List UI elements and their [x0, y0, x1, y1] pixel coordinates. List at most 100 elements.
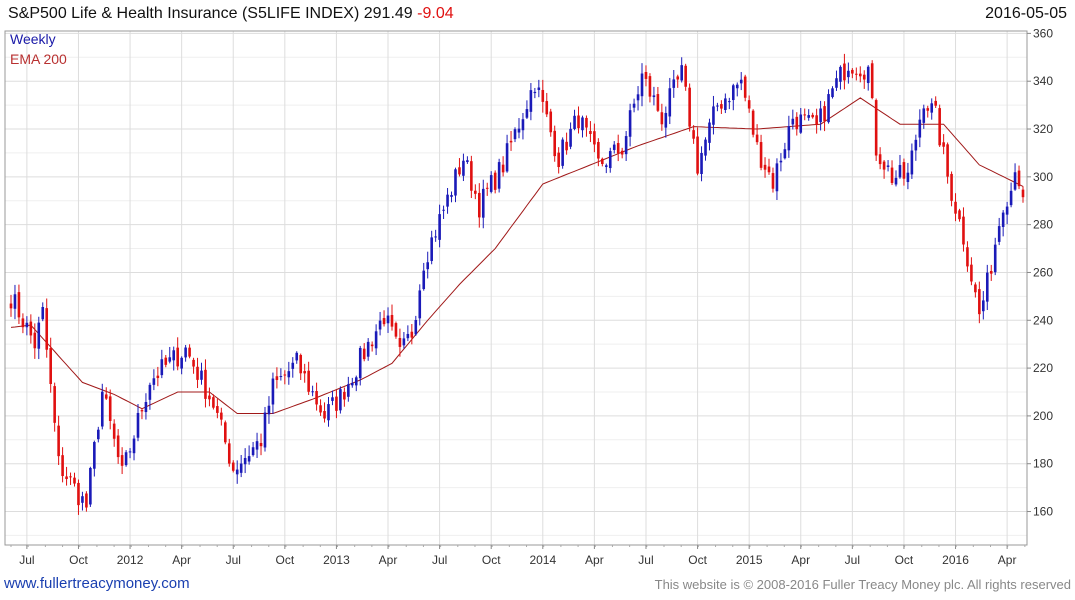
last-price: 291.49: [363, 5, 413, 22]
candle-body: [775, 163, 779, 192]
candle-body: [156, 375, 160, 379]
candle-body: [835, 78, 838, 88]
candle-body: [65, 476, 68, 480]
candle-body: [279, 376, 283, 378]
candle-body: [601, 158, 604, 165]
candle-body: [315, 391, 318, 405]
candle-body: [882, 161, 886, 170]
candle-body: [81, 496, 84, 503]
candle-body: [767, 166, 771, 173]
candle-body: [208, 395, 211, 400]
candle-body: [362, 348, 366, 360]
candle-body: [339, 389, 342, 411]
candle-body: [474, 190, 477, 194]
candle-body: [41, 307, 45, 320]
candle-body: [831, 88, 834, 98]
candle-body: [573, 115, 576, 129]
x-tick-label: Oct: [895, 553, 914, 567]
candle-body: [533, 91, 537, 94]
legend-weekly: Weekly: [10, 31, 56, 47]
candle-body: [184, 347, 187, 358]
candle-body: [680, 65, 683, 81]
candle-body: [247, 456, 251, 462]
candle-body: [112, 423, 116, 439]
candle-body: [608, 151, 612, 169]
candle-body: [481, 188, 485, 218]
candle-body: [299, 354, 303, 374]
y-tick-label: 200: [1033, 409, 1053, 423]
candle-body: [438, 214, 441, 240]
candle-body: [466, 160, 469, 163]
candle-body: [644, 71, 648, 79]
x-tick-label: Jul: [845, 553, 860, 567]
x-tick-label: Apr: [172, 553, 191, 567]
candle-body: [17, 292, 21, 318]
candle-body: [537, 87, 541, 90]
candle-body: [426, 262, 430, 270]
candle-body: [989, 270, 993, 274]
candle-body: [966, 247, 969, 267]
candle-body: [37, 322, 41, 349]
x-tick-label: 2013: [323, 553, 350, 567]
candle-body: [307, 370, 310, 392]
candle-body: [616, 143, 620, 154]
candle-body: [414, 320, 418, 335]
candle-body: [894, 177, 898, 185]
candle-body: [890, 167, 894, 183]
candle-body: [985, 272, 989, 302]
candle-body: [696, 136, 699, 174]
candle-body: [982, 300, 985, 312]
candle-body: [1017, 170, 1021, 187]
candle-body: [450, 195, 453, 197]
candle-body: [954, 201, 957, 214]
candle-body: [104, 394, 108, 399]
candle-body: [970, 264, 973, 282]
candle-body: [164, 357, 168, 365]
candle-body: [823, 106, 826, 122]
candle-body: [275, 376, 279, 380]
candle-body: [724, 98, 727, 110]
candle-body: [343, 391, 346, 400]
candle-body: [549, 111, 553, 133]
candle-body: [470, 161, 473, 191]
candle-body: [1021, 189, 1025, 198]
candle-body: [827, 94, 830, 123]
candle-body: [545, 101, 549, 115]
y-tick-label: 160: [1033, 505, 1053, 519]
candle-body: [291, 362, 295, 369]
candle-body: [323, 410, 326, 419]
candle-body: [390, 314, 394, 327]
candle-body: [458, 167, 461, 175]
candle-body: [9, 303, 13, 309]
candle-body: [807, 115, 810, 118]
candle-body: [569, 128, 572, 147]
candle-body: [216, 406, 219, 413]
candle-body: [386, 315, 390, 324]
candle-body: [243, 458, 247, 465]
y-tick-label: 240: [1033, 313, 1053, 327]
candle-body: [501, 164, 505, 173]
candle-body: [604, 165, 608, 167]
chart-date: 2016-05-05: [985, 5, 1067, 22]
candle-body: [660, 112, 664, 125]
candle-body: [922, 108, 926, 123]
candle-body: [406, 333, 410, 339]
candle-body: [684, 65, 687, 87]
candle-body: [930, 103, 934, 113]
candle-body: [958, 210, 961, 220]
plot-frame: [4, 30, 1028, 546]
candle-body: [640, 73, 644, 97]
y-tick-label: 280: [1033, 218, 1053, 232]
candle-body: [434, 236, 437, 238]
x-tick-label: Apr: [998, 553, 1017, 567]
x-tick-label: Jul: [638, 553, 653, 567]
site-link[interactable]: www.fullertreacymoney.com: [4, 575, 190, 592]
candle-body: [926, 108, 930, 111]
candle-body: [21, 318, 25, 328]
candle-body: [176, 347, 179, 367]
x-tick-label: 2012: [117, 553, 144, 567]
candle-body: [751, 110, 755, 135]
chart-header: S&P500 Life & Health Insurance (S5LIFE I…: [8, 5, 454, 23]
candle-body: [672, 79, 676, 88]
candle-body: [902, 162, 906, 179]
